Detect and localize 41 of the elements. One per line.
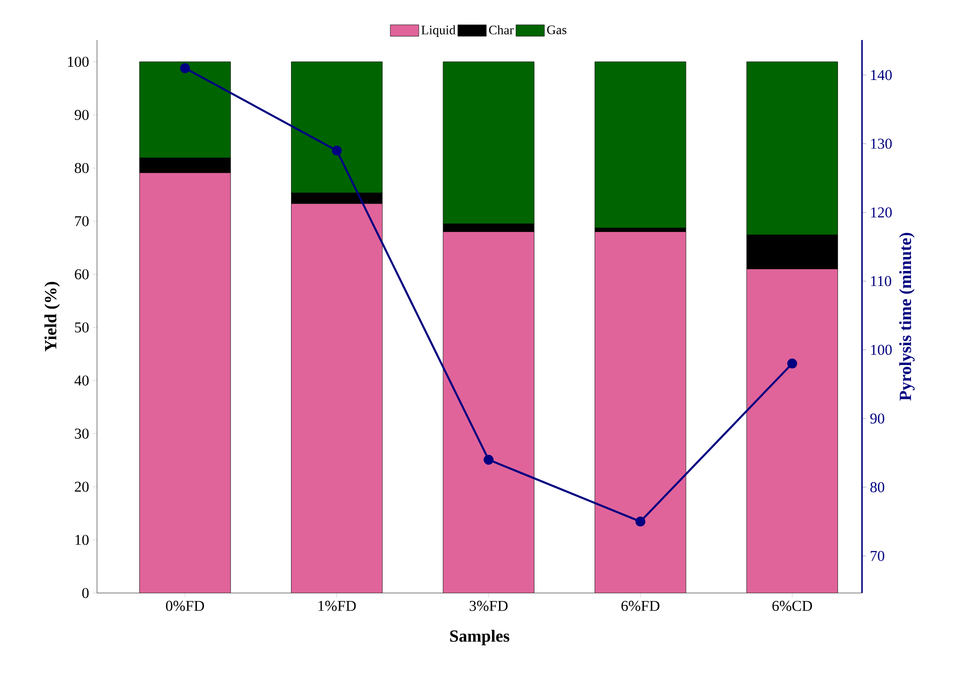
y2-tick-label: 120: [871, 207, 892, 218]
y2-tick-label: 80: [870, 482, 884, 492]
x-tick-label: 6%FD: [621, 600, 660, 611]
y-tick-label: 20: [74, 482, 89, 492]
y2-tick-label: 70: [870, 550, 884, 561]
y2-axis-title: Pyrolysis time (minute): [899, 232, 915, 401]
y2-tick-label: 90: [870, 413, 884, 424]
y-tick-label: 50: [75, 322, 89, 332]
legend-label: Liquid: [421, 25, 456, 38]
point: [635, 516, 646, 527]
y-axis-title: Yield (%): [44, 282, 60, 352]
y-tick-label: 0: [82, 588, 89, 598]
bar: [443, 232, 534, 593]
point: [787, 358, 798, 369]
y-tick-label: 90: [74, 110, 89, 120]
y-tick-label: 70: [75, 216, 89, 226]
x-tick-label: 0%FD: [166, 600, 204, 611]
x-tick-label: 3%FD: [470, 600, 508, 611]
bar: [594, 232, 686, 593]
bar: [291, 204, 382, 593]
bar: [140, 172, 231, 593]
y-tick-label: 10: [76, 534, 89, 545]
x-tick-label: 6%CD: [772, 600, 812, 611]
bar: [594, 62, 686, 228]
legend-label: Char: [489, 25, 514, 34]
x-axis-title: Samples: [450, 630, 510, 646]
legend-label: Gas: [547, 25, 566, 34]
point: [484, 454, 494, 465]
y2-tick-label: 140: [871, 70, 892, 80]
y2-tick-label: 110: [871, 276, 892, 286]
point: [180, 63, 190, 74]
x-tick-label: 1%FD: [318, 600, 356, 611]
y-tick-label: 100: [68, 56, 89, 67]
y-tick-label: 40: [74, 375, 89, 386]
point: [332, 146, 342, 156]
y2-tick-label: 100: [871, 344, 892, 355]
y-tick-label: 80: [74, 162, 89, 174]
y-tick-label: 30: [74, 428, 89, 439]
y-tick-label: 60: [74, 269, 89, 280]
y2-tick-label: 130: [871, 138, 892, 149]
bar: [746, 268, 838, 593]
